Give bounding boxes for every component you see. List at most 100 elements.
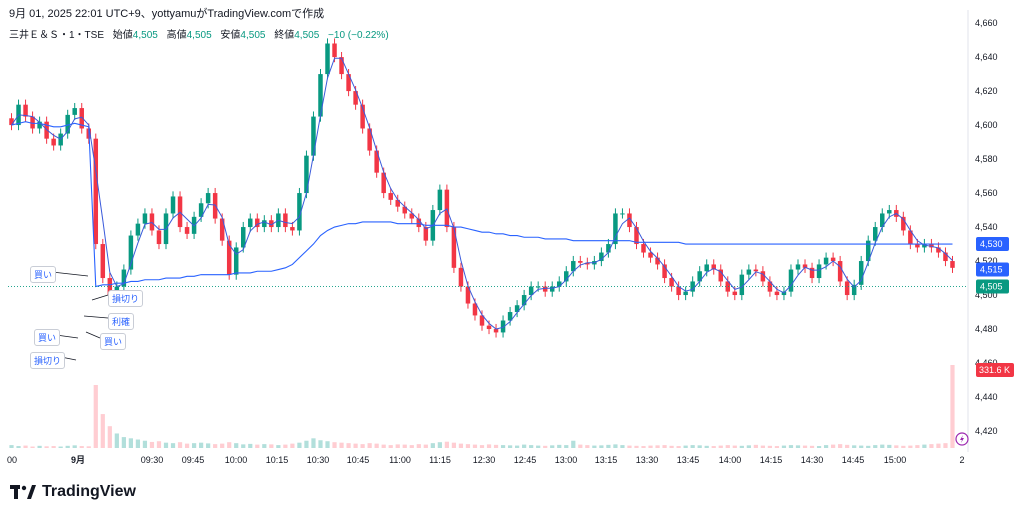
volume-bar bbox=[704, 445, 709, 448]
candle-body bbox=[93, 138, 99, 245]
candle-body bbox=[739, 274, 745, 296]
volume-bar bbox=[852, 445, 857, 448]
y-tick-label: 4,580 bbox=[975, 154, 998, 164]
candle-body bbox=[72, 108, 77, 115]
candle-body bbox=[872, 227, 878, 241]
volume-bar bbox=[908, 445, 913, 448]
volume-bar bbox=[788, 445, 794, 448]
volume-bar bbox=[746, 445, 751, 448]
volume-bar bbox=[627, 445, 632, 448]
volume-bar bbox=[255, 444, 260, 448]
candle-body bbox=[367, 128, 372, 151]
volume-bar bbox=[564, 445, 569, 448]
candle-body bbox=[858, 261, 864, 285]
volume-bar bbox=[823, 445, 829, 448]
volume-bar bbox=[816, 446, 822, 448]
candle-body bbox=[233, 247, 239, 275]
candle-body bbox=[479, 315, 485, 326]
candle-body bbox=[528, 286, 534, 296]
candle-body bbox=[395, 199, 400, 207]
annotation-stoploss-2[interactable]: 損切り bbox=[30, 352, 66, 369]
volume-bar bbox=[880, 444, 885, 448]
candle-body bbox=[416, 218, 422, 228]
candle-body bbox=[844, 281, 850, 296]
y-tick-label: 4,600 bbox=[975, 120, 998, 130]
volume-bar bbox=[72, 445, 77, 448]
annotation-stoploss-1[interactable]: 損切り bbox=[108, 290, 144, 307]
candle-body bbox=[374, 150, 379, 173]
volume-bar bbox=[65, 445, 70, 448]
volume-bar bbox=[444, 441, 449, 448]
annotation-buy-1[interactable]: 買い bbox=[30, 266, 57, 283]
volume-bar bbox=[676, 446, 681, 448]
candle-body bbox=[353, 91, 358, 105]
candle-body bbox=[142, 213, 148, 224]
candle-body bbox=[248, 218, 253, 228]
volume-bar bbox=[395, 444, 400, 448]
volume-bar bbox=[493, 444, 499, 448]
volume-bar bbox=[507, 445, 513, 448]
candle-body bbox=[458, 267, 464, 287]
volume-bar bbox=[276, 445, 281, 448]
candle-body bbox=[332, 43, 337, 58]
candle-body bbox=[725, 281, 731, 292]
volume-bar bbox=[339, 442, 344, 448]
candle-body bbox=[128, 235, 134, 270]
volume-bar bbox=[374, 443, 379, 448]
volume-bar bbox=[683, 445, 688, 448]
candle-body bbox=[472, 303, 478, 316]
candle-body bbox=[915, 244, 920, 248]
time-axis: 00 9月 09:30 09:45 10:00 10:15 10:30 10:45 11:00 1… bbox=[7, 455, 965, 465]
price-badges: 4,530 4,515 4,505 331.6 K bbox=[955, 237, 1014, 446]
volume-bar bbox=[831, 444, 836, 448]
volume-bar bbox=[409, 445, 414, 448]
candle-body bbox=[79, 108, 84, 129]
candle-body bbox=[901, 216, 906, 231]
volume-bar bbox=[388, 445, 393, 448]
candle-body bbox=[205, 193, 211, 204]
low-label: 安値 bbox=[220, 30, 241, 41]
candle-body bbox=[887, 210, 892, 214]
volume-bar bbox=[213, 444, 218, 448]
volume-bar bbox=[767, 445, 773, 448]
candle-body bbox=[535, 286, 541, 288]
volume-bar bbox=[592, 445, 597, 448]
candle-body bbox=[950, 261, 955, 268]
candle-body bbox=[585, 262, 590, 265]
volume-bar bbox=[725, 445, 730, 448]
candle-body bbox=[767, 281, 773, 292]
annotation-takeprofit-1[interactable]: 利確 bbox=[108, 313, 135, 330]
symbol-name[interactable]: 三井Ｅ＆Ｓ・1・TSE bbox=[9, 30, 105, 41]
candle-body bbox=[381, 172, 386, 194]
volume-bar bbox=[950, 365, 955, 448]
volume-bar bbox=[37, 445, 42, 448]
candle-body bbox=[641, 244, 646, 253]
candle-body bbox=[360, 104, 365, 129]
volume-bar bbox=[227, 442, 232, 448]
volume-bar bbox=[458, 443, 464, 448]
volume-bar bbox=[690, 445, 695, 448]
volume-bar bbox=[416, 444, 421, 448]
candle-body bbox=[170, 196, 176, 214]
x-tick-label: 09:30 bbox=[141, 455, 164, 465]
candle-body bbox=[409, 213, 415, 219]
volume-bar bbox=[613, 444, 618, 448]
candle-body bbox=[226, 240, 232, 275]
annotation-buy-3[interactable]: 買い bbox=[100, 333, 127, 350]
volume-bar bbox=[58, 446, 63, 448]
close-value: 4,505 bbox=[294, 30, 320, 41]
x-tick-label: 14:15 bbox=[760, 455, 783, 465]
volume-bar bbox=[16, 446, 21, 448]
x-tick-label: 10:15 bbox=[266, 455, 289, 465]
y-tick-label: 4,640 bbox=[975, 52, 998, 62]
open-label: 始値 bbox=[112, 30, 133, 41]
candle-body bbox=[37, 121, 42, 129]
candle-body bbox=[865, 240, 871, 262]
annotation-buy-2[interactable]: 買い bbox=[34, 329, 61, 346]
tradingview-logo-icon bbox=[10, 485, 36, 499]
candle-body bbox=[922, 244, 927, 248]
change-value: −10 (−0.22%) bbox=[328, 30, 389, 41]
volume-badge-label: 331.6 K bbox=[979, 365, 1010, 375]
x-tick-label: 10:45 bbox=[347, 455, 370, 465]
